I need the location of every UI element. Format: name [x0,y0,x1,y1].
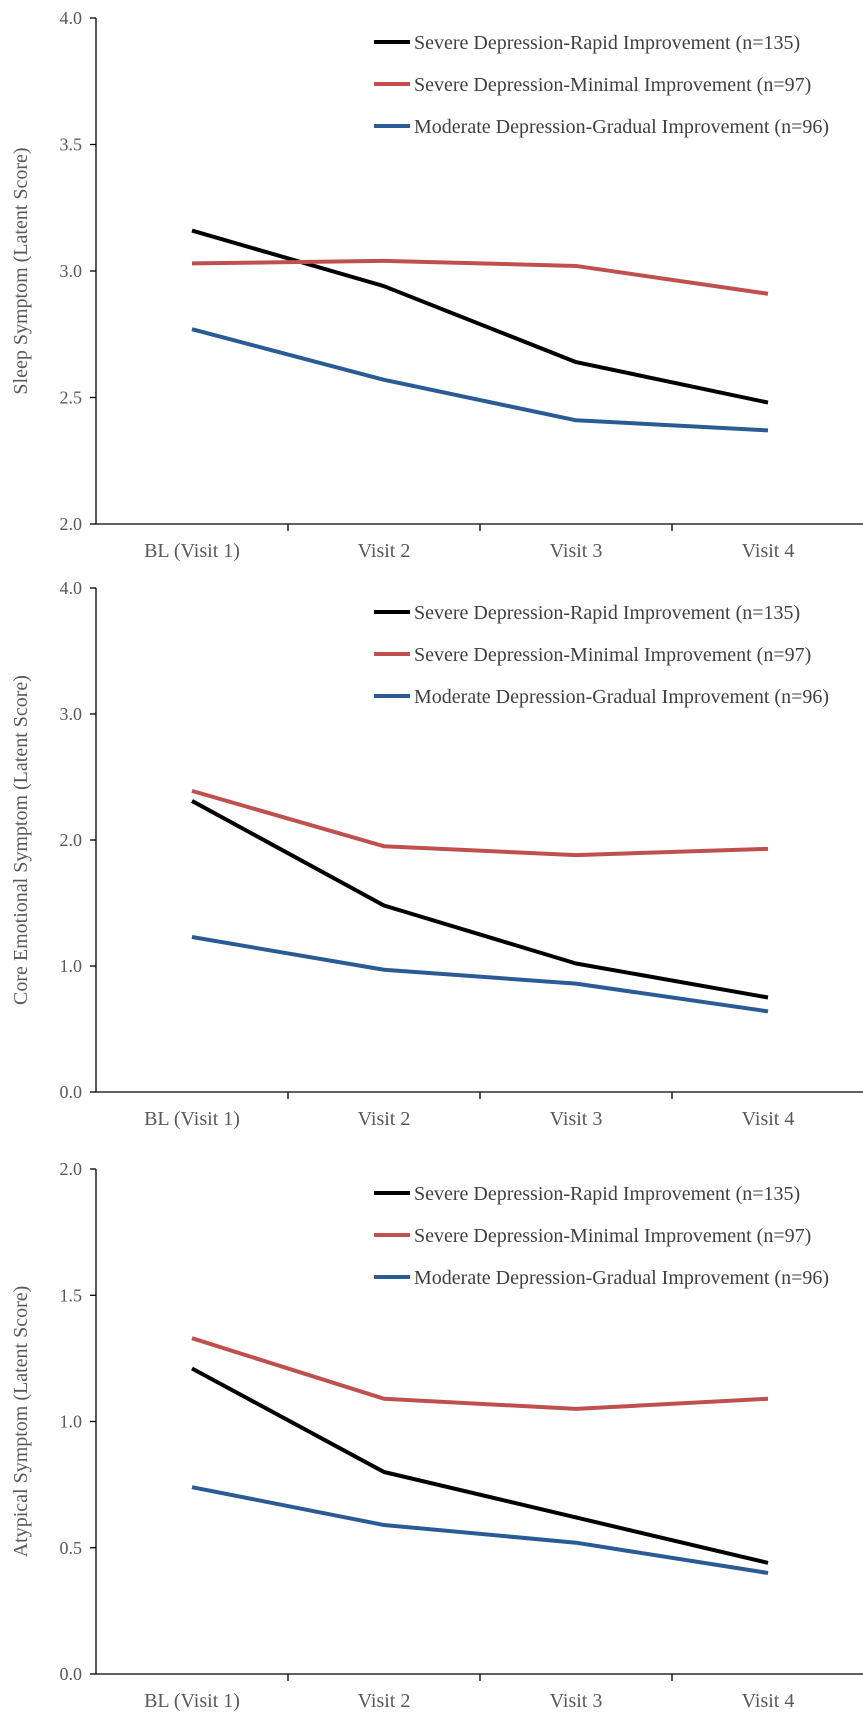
series-line-2 [191,258,769,296]
y-tick-label: 3.0 [60,261,83,281]
y-tick-label: 1.5 [60,1285,83,1305]
x-tick-label: Visit 3 [550,1108,603,1130]
chart-panel-1: 2.0 2.5 3.0 3.5 4.0 BL (Visit 1) Visit 2 Visit … [10,8,863,562]
x-tick-label: Visit 2 [358,540,411,562]
chart-panel-3: 0.0 0.5 1.0 1.5 2.0 BL (Visit 1) Visit 2 Visit … [10,1159,863,1712]
x-tick-label: BL (Visit 1) [144,1108,240,1130]
y-tick-label: 4.0 [60,8,83,28]
x-tick-label: Visit 3 [550,1690,603,1711]
legend-label-2: Severe Depression-Minimal Improvement (n… [414,1225,811,1247]
series-line-3 [191,1485,769,1575]
x-tick-label: Visit 4 [742,1690,795,1711]
y-axis-label: Atypical Symptom (Latent Score) [10,1286,32,1558]
y-tick-label: 2.5 [60,388,83,408]
series-line-2 [191,788,769,858]
y-tick-label: 2.0 [60,830,83,850]
y-axis-label: Core Emotional Symptom (Latent Score) [10,675,32,1005]
legend-label-3: Moderate Depression-Gradual Improvement … [414,116,829,138]
series-line-2 [191,1336,769,1411]
y-tick-label: 3.0 [60,704,83,724]
y-tick-label: 3.5 [60,135,83,155]
series-line-3 [191,327,769,433]
y-tick-label: 2.0 [60,514,83,534]
series-line-3 [191,935,769,1014]
y-tick-label: 1.0 [60,956,83,976]
x-tick-label: Visit 3 [550,540,603,562]
legend-label-3: Moderate Depression-Gradual Improvement … [414,1267,829,1289]
y-tick-label: 0.5 [60,1538,83,1558]
series-line-1 [191,1366,769,1565]
legend-label-1: Severe Depression-Rapid Improvement (n=1… [414,602,800,624]
x-tick-label: Visit 4 [742,540,795,562]
legend-label-3: Moderate Depression-Gradual Improvement … [414,686,829,708]
x-tick-label: Visit 2 [358,1108,411,1130]
series-line-1 [191,799,769,1000]
y-axis-label: Sleep Symptom (Latent Score) [10,147,32,394]
x-tick-label: Visit 4 [742,1108,795,1130]
y-tick-label: 4.0 [60,578,83,598]
y-tick-label: 1.0 [60,1412,83,1432]
legend-label-2: Severe Depression-Minimal Improvement (n… [414,644,811,666]
x-tick-label: BL (Visit 1) [144,1690,240,1711]
series-line-1 [191,228,769,405]
y-tick-label: 2.0 [60,1159,83,1179]
x-tick-label: Visit 2 [358,1690,411,1711]
legend-label-1: Severe Depression-Rapid Improvement (n=1… [414,1183,800,1205]
y-tick-label: 0.0 [60,1664,83,1684]
chart-panel-2: 0.0 1.0 2.0 3.0 4.0 BL (Visit 1) Visit 2 Visit … [10,578,863,1130]
legend-label-1: Severe Depression-Rapid Improvement (n=1… [414,32,800,54]
x-tick-label: BL (Visit 1) [144,540,240,562]
legend-label-2: Severe Depression-Minimal Improvement (n… [414,74,811,96]
y-tick-label: 0.0 [60,1082,83,1102]
